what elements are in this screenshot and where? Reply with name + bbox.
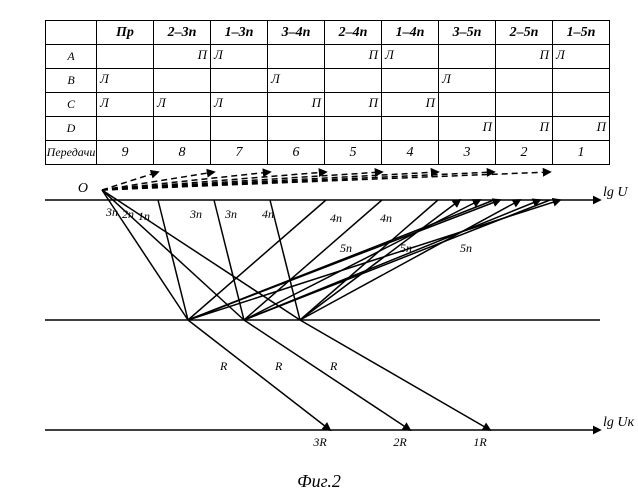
svg-text:lg U: lg U: [603, 185, 628, 200]
svg-text:4n: 4n: [262, 207, 274, 221]
svg-text:2n: 2n: [122, 207, 134, 221]
svg-text:3n: 3n: [105, 205, 118, 219]
svg-text:5n: 5n: [400, 241, 412, 255]
svg-text:3n: 3n: [224, 207, 237, 221]
svg-text:1R: 1R: [473, 435, 487, 449]
svg-text:О: О: [78, 181, 88, 196]
svg-text:lg Uᴋ: lg Uᴋ: [603, 415, 635, 430]
svg-text:R: R: [329, 359, 338, 373]
figure-page: Пр 2–3n 1–3n 3–4n 2–4n 1–4n 3–5n 2–5n 1–…: [0, 0, 638, 500]
svg-text:5n: 5n: [340, 241, 352, 255]
svg-text:5n: 5n: [460, 241, 472, 255]
svg-text:2R: 2R: [393, 435, 407, 449]
svg-text:R: R: [274, 359, 283, 373]
svg-text:R: R: [219, 359, 228, 373]
svg-text:4n: 4n: [330, 211, 342, 225]
svg-text:3n: 3n: [189, 207, 202, 221]
svg-text:3R: 3R: [312, 435, 327, 449]
figure-caption: Фиг.2: [0, 471, 638, 492]
svg-text:4n: 4n: [380, 211, 392, 225]
ray-diagram: lg U lg Uᴋ О 3n 2n 1n 3n 3n 4n 4n 4n 5n 5n 5n R R R 3R 2R 1…: [0, 0, 638, 500]
svg-text:1n: 1n: [138, 209, 150, 223]
